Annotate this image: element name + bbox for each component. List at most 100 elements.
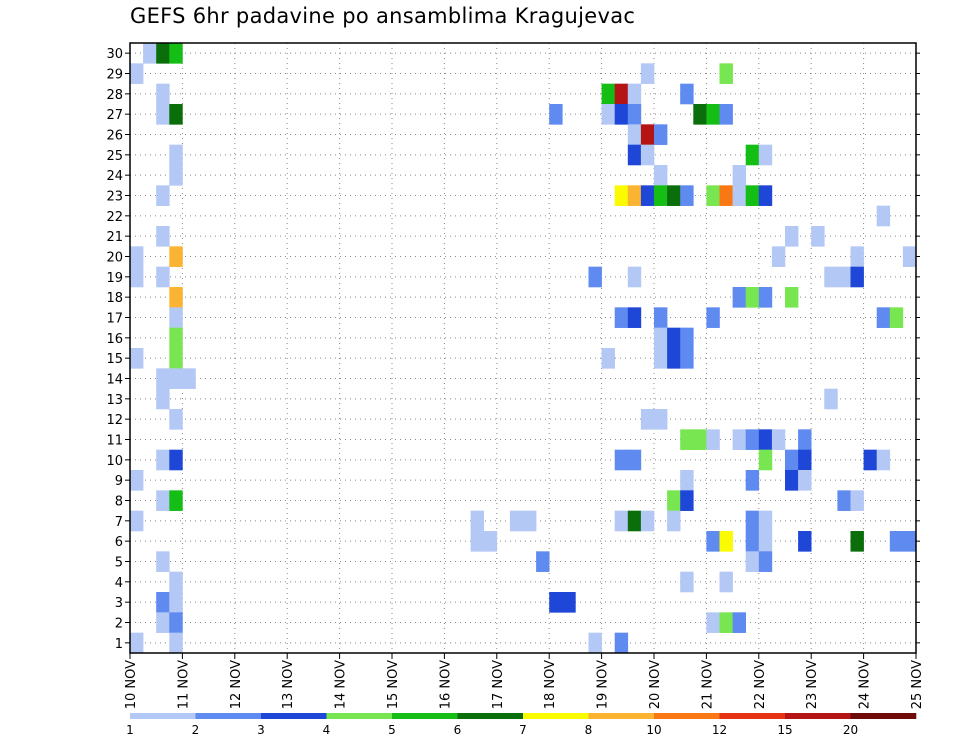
x-tick-label: 19 NOV	[596, 660, 611, 709]
heatmap-cell	[824, 266, 838, 288]
colorbar-label: 4	[323, 723, 331, 737]
heatmap-cell	[169, 246, 183, 267]
y-tick-label: 13	[106, 393, 123, 408]
heatmap-cell	[771, 429, 786, 450]
heatmap-cell	[785, 470, 799, 491]
x-tick-label: 16 NOV	[438, 660, 453, 709]
heatmap-cell	[745, 287, 760, 308]
heatmap-cell	[523, 510, 537, 532]
heatmap-cell	[745, 531, 760, 552]
heatmap-cell	[654, 409, 668, 430]
heatmap-cell	[627, 144, 642, 166]
heatmap-cell	[706, 185, 720, 206]
x-tick-label: 18 NOV	[543, 660, 558, 709]
y-tick-label: 8	[115, 495, 123, 510]
heatmap-cell	[654, 327, 668, 349]
heatmap-cell	[654, 307, 668, 328]
heatmap-cell	[876, 307, 891, 328]
heatmap-cell	[182, 368, 196, 389]
heatmap-cell	[130, 63, 144, 84]
heatmap-cell	[156, 612, 170, 633]
y-tick-label: 23	[106, 190, 123, 205]
heatmap-cell	[169, 632, 183, 654]
colorbar-swatch	[261, 713, 327, 719]
colorbar-swatch	[654, 713, 720, 719]
heatmap-cell	[169, 490, 183, 511]
heatmap-cell	[169, 43, 183, 64]
heatmap-cell	[745, 510, 760, 532]
heatmap-cell	[169, 348, 183, 369]
heatmap-cell	[798, 470, 812, 491]
heatmap-cell	[156, 449, 170, 471]
heatmap-cell	[758, 510, 773, 532]
colorbar-label: 3	[257, 723, 265, 737]
heatmap-cell	[902, 246, 917, 267]
heatmap-cell	[601, 348, 615, 369]
y-tick-label: 1	[115, 637, 123, 652]
heatmap-cell	[169, 144, 183, 166]
y-tick-label: 24	[106, 169, 123, 184]
x-tick-label: 12 NOV	[229, 660, 244, 709]
y-tick-label: 22	[106, 210, 123, 225]
heatmap-cell	[837, 266, 851, 288]
heatmap-cell	[614, 104, 629, 125]
heatmap-cell	[680, 571, 694, 593]
heatmap-cell	[156, 388, 170, 410]
heatmap-cell	[169, 327, 183, 349]
heatmap-cell	[758, 429, 773, 450]
colorbar-label: 15	[777, 723, 792, 737]
heatmap-cell	[614, 83, 629, 105]
heatmap-cell	[680, 429, 694, 450]
heatmap-cell	[693, 104, 707, 125]
y-tick-label: 16	[106, 332, 123, 347]
heatmap-cell	[758, 531, 773, 552]
y-tick-label: 12	[106, 413, 123, 428]
heatmap-cell	[732, 185, 746, 206]
heatmap-cell	[640, 185, 655, 206]
heatmap-cell	[667, 348, 681, 369]
heatmap-cell	[667, 490, 681, 511]
heatmap-cell	[745, 144, 760, 166]
heatmap-cell	[745, 551, 760, 572]
y-tick-label: 27	[106, 108, 123, 123]
y-tick-label: 9	[115, 474, 123, 489]
y-tick-label: 10	[106, 454, 123, 469]
x-tick-label: 10 NOV	[124, 660, 139, 709]
colorbar-label: 7	[519, 723, 527, 737]
heatmap-cell	[771, 246, 786, 267]
heatmap-cell	[614, 185, 629, 206]
heatmap-cell	[627, 266, 642, 288]
y-tick-label: 28	[106, 88, 123, 103]
heatmap-cell	[745, 429, 760, 450]
x-tick-label: 23 NOV	[805, 660, 820, 709]
heatmap-cell	[614, 307, 629, 328]
heatmap-cell	[667, 185, 681, 206]
heatmap-cell	[156, 368, 170, 389]
heatmap-cell	[719, 571, 733, 593]
heatmap-cell	[850, 266, 864, 288]
heatmap-cell	[785, 226, 799, 247]
y-tick-label: 6	[115, 535, 123, 550]
heatmap-cell	[156, 592, 170, 613]
heatmap-cell	[732, 612, 746, 633]
y-tick-label: 4	[115, 576, 123, 591]
y-tick-label: 3	[115, 596, 123, 611]
heatmap-cell	[156, 226, 170, 247]
heatmap-cell	[169, 409, 183, 430]
heatmap-cell	[667, 327, 681, 349]
heatmap-cell	[785, 449, 799, 471]
colorbar-swatch	[785, 713, 851, 719]
heatmap-cell	[889, 307, 904, 328]
heatmap-cell	[614, 510, 629, 532]
heatmap-cell	[130, 348, 144, 369]
colorbar-label: 10	[646, 723, 661, 737]
heatmap-cell	[156, 43, 170, 64]
heatmap-cell	[536, 551, 550, 572]
heatmap-cell	[706, 104, 720, 125]
heatmap-cell	[130, 632, 144, 654]
y-tick-label: 11	[106, 434, 123, 449]
heatmap-cell	[732, 165, 746, 186]
heatmap-cell	[758, 449, 773, 471]
colorbar-label: 2	[192, 723, 200, 737]
heatmap-cell	[758, 551, 773, 572]
